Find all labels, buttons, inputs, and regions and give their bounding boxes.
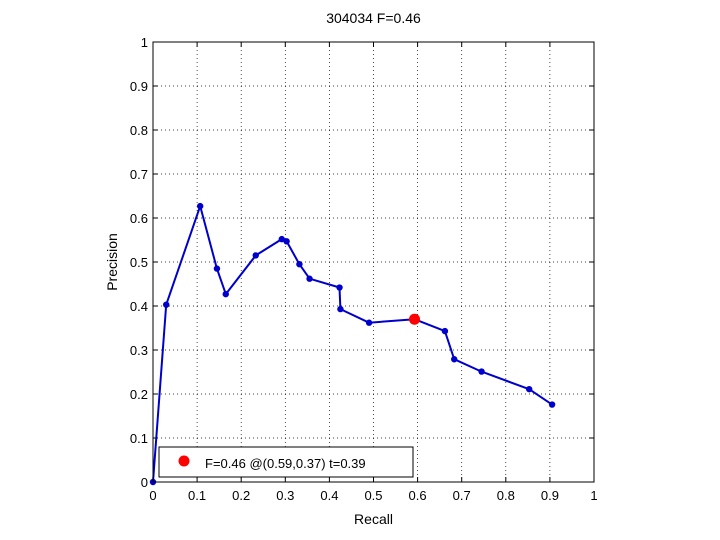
x-tick-label: 0.6 [409, 488, 427, 503]
legend: F=0.46 @(0.59,0.37) t=0.39 [158, 446, 414, 478]
x-tick-label: 0.1 [188, 488, 206, 503]
y-tick-label: 0 [141, 475, 148, 490]
x-tick-label: 0.8 [497, 488, 515, 503]
y-tick-label: 0.7 [130, 167, 148, 182]
x-tick-label: 0.9 [541, 488, 559, 503]
data-point [222, 290, 229, 298]
x-tick-label: 0.2 [232, 488, 250, 503]
data-point [525, 385, 533, 393]
data-point [213, 265, 221, 272]
best-f-point [409, 313, 421, 325]
data-point [365, 319, 373, 326]
plot-border [152, 41, 595, 483]
y-tick-label: 0.6 [130, 211, 148, 226]
legend-box [158, 446, 414, 478]
x-tick-label: 0 [149, 488, 156, 503]
y-tick-label: 0.1 [130, 431, 148, 446]
x-tick-label: 1 [590, 488, 597, 503]
data-point [451, 356, 458, 363]
x-tick-label: 0.7 [453, 488, 471, 503]
x-tick-label: 0.5 [364, 488, 382, 503]
y-tick-label: 0.8 [130, 123, 148, 138]
y-tick-label: 0.4 [130, 299, 148, 314]
data-point [337, 305, 344, 313]
data-point [296, 261, 303, 268]
y-tick-label: 0.3 [130, 343, 148, 358]
data-point [548, 401, 556, 408]
y-tick-label: 1 [141, 35, 148, 50]
y-tick-label: 0.5 [130, 255, 148, 270]
data-point [196, 202, 204, 210]
y-tick-label: 0.9 [130, 79, 148, 94]
pr-curve [149, 202, 556, 486]
data-point [478, 368, 485, 375]
axis-ticks: 0 0.1 0.2 0.3 0.4 0.5 0.6 0.7 0.8 0.9 1 0 0.1 0.2 0.3 0… [130, 35, 598, 503]
data-point [252, 252, 259, 259]
data-point [306, 275, 313, 282]
data-point [278, 235, 285, 243]
legend-marker [178, 455, 190, 467]
y-axis-label: Precision [104, 233, 120, 291]
y-tick-label: 0.2 [130, 387, 148, 402]
data-point [283, 238, 290, 245]
data-point [163, 301, 170, 308]
chart-title: 304034 F=0.46 [326, 10, 421, 26]
x-axis-label: Recall [354, 511, 393, 527]
x-tick-label: 0.4 [320, 488, 338, 503]
data-point [336, 284, 343, 291]
grid [153, 42, 594, 482]
legend-label: F=0.46 @(0.59,0.37) t=0.39 [205, 456, 366, 471]
x-tick-label: 0.3 [276, 488, 294, 503]
data-point [441, 327, 449, 335]
